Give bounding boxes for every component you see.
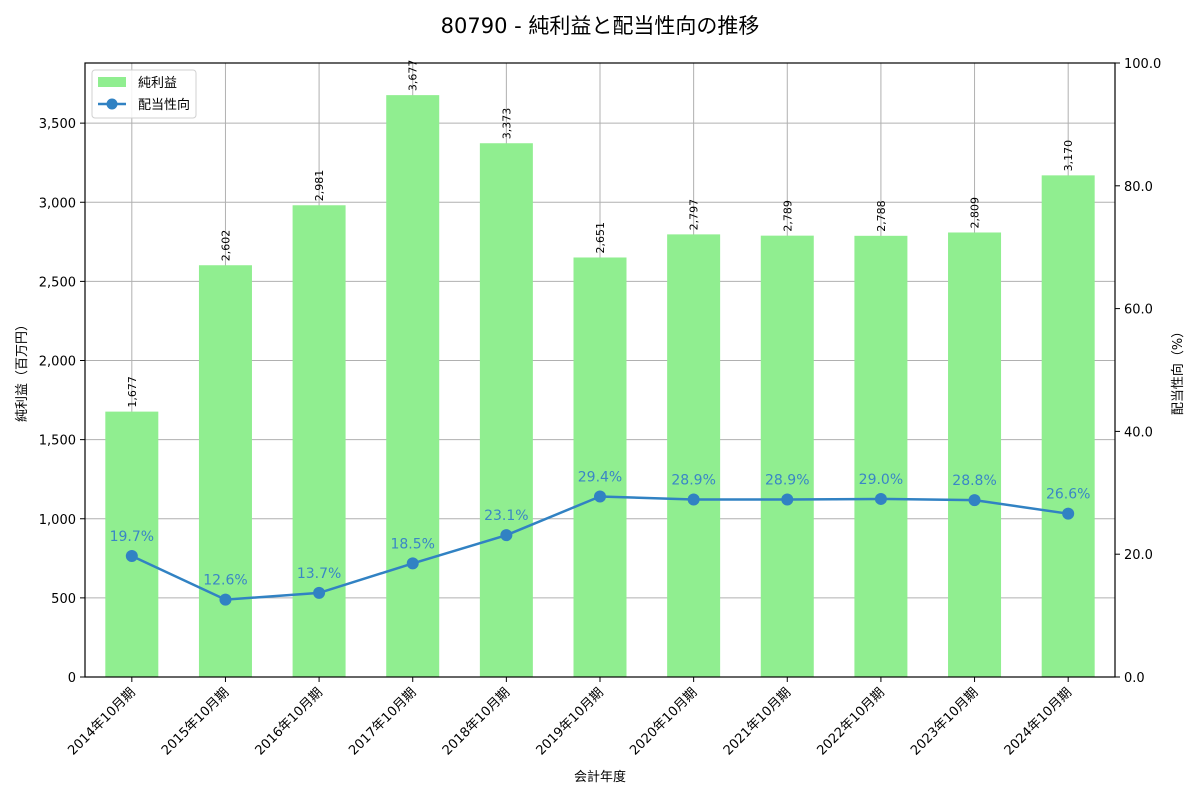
bar [479, 143, 533, 677]
line-value-label: 13.7% [297, 566, 341, 582]
bar [292, 205, 346, 677]
line-value-label: 26.6% [1046, 487, 1090, 503]
chart-title: 80790 - 純利益と配当性向の推移 [440, 14, 760, 38]
x-tick-label: 2023年10月期 [908, 685, 981, 758]
x-tick-label: 2017年10月期 [346, 685, 419, 758]
bar [760, 235, 814, 677]
y-left-tick-label: 0 [68, 671, 76, 686]
x-tick-label: 2015年10月期 [159, 685, 232, 758]
line-value-label: 19.7% [110, 529, 154, 545]
y-axis-left-title: 純利益（百万円） [15, 318, 30, 422]
bar [198, 265, 252, 677]
x-tick-label: 2020年10月期 [627, 685, 700, 758]
y-left-tick-label: 2,000 [39, 355, 76, 370]
x-tick-label: 2019年10月期 [534, 685, 607, 758]
line-value-label: 29.0% [859, 472, 903, 488]
bar-value-label: 1,677 [126, 376, 139, 408]
legend-bar-label: 純利益 [138, 76, 177, 91]
legend-bar-swatch [98, 77, 126, 87]
y-left-tick-label: 1,000 [39, 513, 76, 528]
line-marker [968, 494, 981, 507]
y-left-tick-label: 3,500 [39, 117, 76, 132]
line-marker [1062, 507, 1075, 520]
x-axis-title: 会計年度 [574, 769, 626, 785]
y-left-tick-label: 3,000 [39, 196, 76, 211]
line-value-label: 18.5% [390, 536, 434, 552]
line-marker [781, 493, 794, 506]
plot-frame [84, 62, 1116, 678]
bar-value-label: 2,809 [969, 197, 982, 229]
y-right-tick-label: 60.0 [1124, 303, 1153, 318]
bar [948, 232, 1002, 678]
line-marker [687, 493, 700, 506]
line-value-label: 12.6% [203, 573, 247, 589]
legend-marker-icon [106, 98, 118, 110]
line-value-label: 28.8% [952, 473, 996, 489]
bar-value-labels: 1,677 2,602 2,981 3,677 3,373 2,651 2,797 2,789… [126, 60, 1075, 408]
line-marker [594, 490, 606, 503]
bar [105, 411, 159, 677]
x-tick-label: 2022年10月期 [814, 685, 887, 758]
bar-value-label: 3,677 [407, 60, 420, 92]
bar [1041, 175, 1095, 678]
bar-value-label: 2,788 [875, 200, 888, 232]
line-marker [874, 492, 887, 505]
y-right-tick-label: 100.0 [1124, 57, 1161, 72]
line-value-label: 28.9% [671, 473, 715, 489]
bar [386, 95, 440, 678]
line-marker [313, 586, 326, 599]
y-right-tick-label: 80.0 [1124, 180, 1153, 195]
legend-line-label: 配当性向 [138, 97, 190, 113]
bar [573, 257, 627, 677]
bar [854, 235, 908, 677]
bar-value-label: 3,373 [500, 108, 513, 140]
line-marker [500, 529, 513, 542]
line-value-label: 28.9% [765, 473, 809, 489]
bar-value-label: 2,981 [313, 170, 326, 202]
line-value-label: 23.1% [484, 508, 528, 524]
x-tick-label: 2018年10月期 [440, 685, 513, 758]
y-right-tick-label: 0.0 [1124, 671, 1145, 686]
y-right-tick-label: 40.0 [1124, 425, 1153, 440]
line-marker [406, 557, 419, 570]
y-right-tick-label: 20.0 [1124, 548, 1153, 563]
bar-value-label: 2,797 [688, 199, 701, 231]
bar-value-label: 2,602 [219, 230, 232, 261]
line-series-payout-ratio: 19.7% 12.6% 13.7% 18.5% 23.1% 29.4% 28.9% 28.9%… [110, 469, 1090, 606]
line-marker [125, 550, 138, 563]
bar-value-label: 2,651 [594, 222, 607, 254]
legend: 純利益 配当性向 [91, 69, 197, 119]
x-tick-label: 2024年10月期 [1002, 685, 1075, 758]
y-left-tick-label: 2,500 [39, 275, 76, 290]
y-axis-right-title: 配当性向（%） [1170, 325, 1186, 415]
bar-value-label: 2,789 [781, 200, 794, 232]
y-left-tick-label: 1,500 [39, 434, 76, 449]
x-tick-label: 2014年10月期 [65, 685, 138, 758]
line-marker [219, 593, 232, 606]
y-left-tick-label: 500 [51, 592, 76, 607]
line-value-label: 29.4% [578, 469, 622, 485]
bar [667, 234, 721, 677]
x-tick-label: 2021年10月期 [721, 685, 794, 758]
bar-value-label: 3,170 [1062, 140, 1075, 172]
x-tick-label: 2016年10月期 [253, 685, 326, 758]
